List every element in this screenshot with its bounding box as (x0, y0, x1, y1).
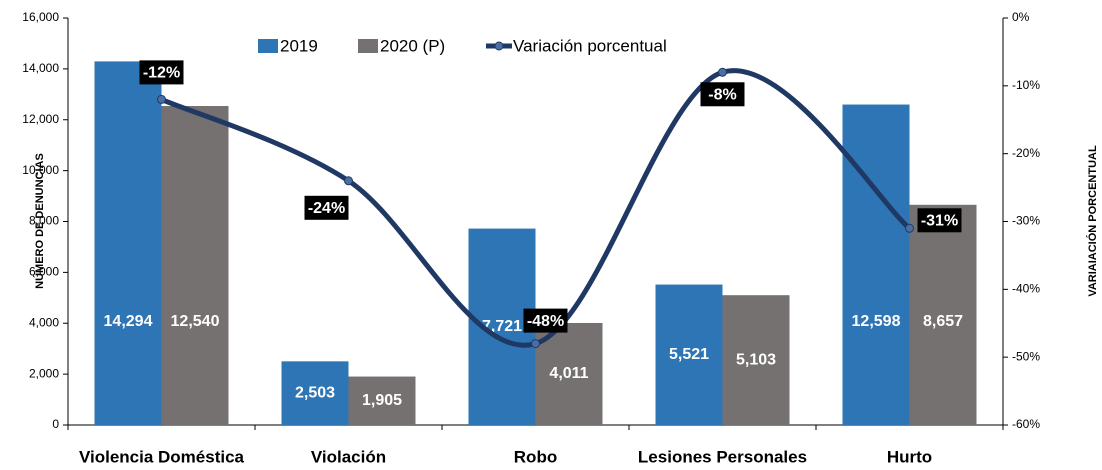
y-axis-title: NÚMERO DE DENUNCIAS (33, 153, 46, 289)
legend-swatch (358, 39, 378, 53)
line-marker (718, 67, 727, 77)
bar-value-label: 14,294 (104, 313, 153, 330)
y2-axis-title: VARIAIACIÓN PORCENTUAL (1086, 145, 1099, 297)
y2-tick-label: -20% (1012, 146, 1040, 160)
x-tick-label: Violación (311, 447, 386, 466)
bar (722, 295, 790, 425)
y-tick-label: 10,000 (22, 163, 59, 177)
line-series (160, 68, 912, 348)
line-value-label: -24% (308, 200, 345, 217)
bar (281, 361, 349, 425)
legend-label: 2019 (280, 36, 318, 55)
bar (909, 204, 977, 425)
y2-tick-label: -60% (1012, 417, 1040, 431)
legend-marker (494, 41, 504, 51)
x-tick-label: Robo (514, 447, 557, 466)
bar-value-label: 8,657 (923, 313, 963, 330)
y2-tick-label: 0% (1012, 10, 1030, 24)
line-marker (344, 176, 353, 186)
legend-label: Variación porcentual (513, 36, 667, 55)
line-label-box (917, 208, 962, 233)
bar (655, 284, 723, 425)
y-tick-label: 8,000 (29, 214, 59, 228)
bar-value-label: 2,503 (295, 384, 335, 401)
y-tick-label: 6,000 (29, 265, 59, 279)
line-value-label: -48% (527, 313, 564, 330)
y2-tick-label: -50% (1012, 349, 1040, 363)
line-label-box (304, 195, 349, 220)
y-tick-label: 14,000 (22, 61, 59, 75)
x-tick-label: Hurto (887, 447, 932, 466)
bar (842, 104, 910, 425)
bar (161, 106, 229, 426)
line-value-label: -12% (143, 65, 180, 82)
y2-tick-label: -10% (1012, 78, 1040, 92)
line-label-box (700, 82, 745, 107)
x-tick-label: Lesiones Personales (638, 447, 807, 466)
line-value-label: -31% (921, 213, 958, 230)
bar-value-label: 4,011 (549, 365, 588, 382)
bar-value-label: 1,905 (362, 392, 402, 409)
y-tick-label: 16,000 (22, 10, 59, 24)
y-tick-label: 2,000 (29, 366, 59, 380)
y-tick-label: 0 (52, 417, 59, 431)
bar-value-label: 12,540 (171, 313, 220, 330)
bar (94, 61, 162, 426)
y2-tick-label: -40% (1012, 282, 1040, 296)
legend-swatch (258, 39, 278, 53)
line-marker (531, 339, 540, 349)
legend-label: 2020 (P) (380, 36, 445, 55)
line-marker (157, 94, 166, 104)
bar-value-label: 5,521 (669, 346, 709, 363)
y-tick-label: 4,000 (29, 315, 59, 329)
x-tick-label: Violencia Doméstica (79, 447, 245, 466)
bar-value-label: 5,103 (736, 351, 776, 368)
bar (348, 376, 416, 425)
line-value-label: -8% (708, 86, 736, 103)
line-label-box (523, 308, 568, 333)
line-marker (905, 223, 914, 233)
bar-value-label: 12,598 (852, 313, 901, 330)
y2-tick-label: -30% (1012, 214, 1040, 228)
line-label-box (139, 60, 184, 85)
y-tick-label: 12,000 (22, 112, 59, 126)
